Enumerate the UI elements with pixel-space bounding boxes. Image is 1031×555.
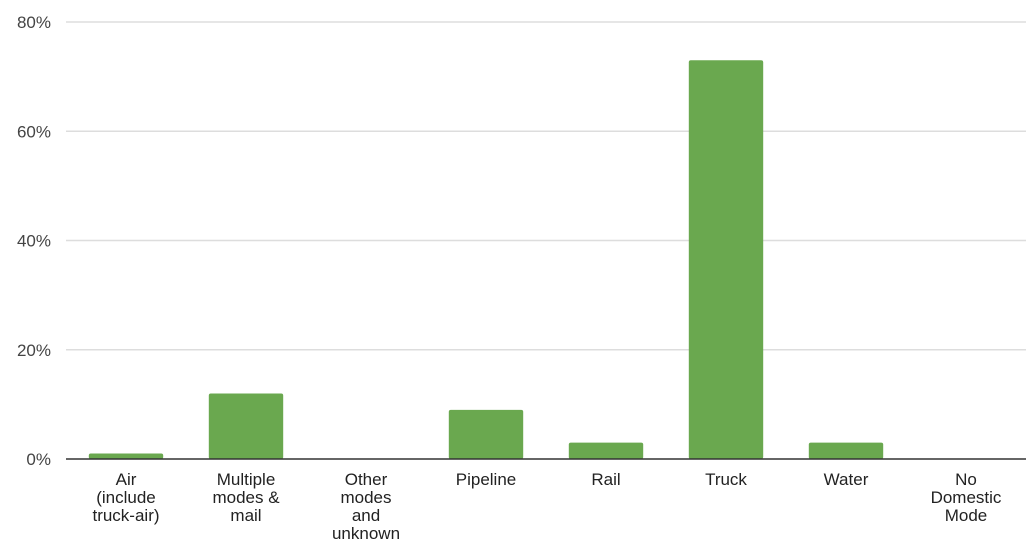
x-category-label: Truck (705, 470, 747, 489)
y-tick-label: 0% (26, 450, 51, 469)
y-tick-label: 60% (17, 122, 51, 141)
y-tick-label: 20% (17, 341, 51, 360)
bars (88, 60, 884, 460)
y-axis-ticks: 0% 20% 40% 60% 80% (17, 13, 51, 469)
y-tick-label: 80% (17, 13, 51, 32)
bar (688, 60, 764, 460)
x-category-label: Other modes and unknown (332, 470, 400, 543)
x-category-label: No Domestic Mode (931, 470, 1002, 525)
x-category-label: Pipeline (456, 470, 517, 489)
bar (208, 393, 284, 459)
y-tick-label: 40% (17, 232, 51, 251)
bar (568, 442, 644, 459)
x-category-label: Water (824, 470, 869, 489)
x-category-label: Rail (591, 470, 620, 489)
bar (88, 453, 164, 459)
x-category-label: Air (include truck-air) (92, 470, 159, 525)
x-axis-labels: Air (include truck-air) Multiple modes & mail… (92, 470, 1001, 543)
bar (448, 409, 524, 459)
x-category-label: Multiple modes & mail (212, 470, 280, 525)
bar (808, 442, 884, 459)
gridlines (66, 21, 1026, 351)
